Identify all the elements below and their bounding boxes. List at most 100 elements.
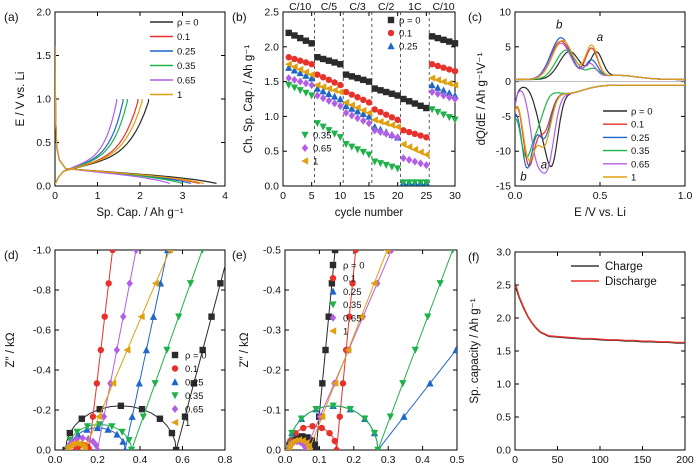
- legend-label: 0.25: [399, 42, 418, 53]
- data-point: [318, 424, 325, 432]
- y-tick-label: 0.5: [264, 146, 279, 158]
- x-tick-label: 5: [309, 190, 315, 202]
- data-point: [319, 74, 327, 81]
- y-tick-label: -0.5: [263, 245, 281, 257]
- data-point: [434, 89, 441, 98]
- data-point: [426, 379, 434, 387]
- data-point: [354, 94, 361, 101]
- data-point: [411, 100, 419, 107]
- legend-marker: [387, 16, 395, 24]
- x-tick-label: 3: [180, 190, 186, 202]
- data-point: [377, 87, 384, 94]
- panel-label: (c): [468, 10, 482, 24]
- legend-label: Discharge: [605, 276, 657, 288]
- data-point: [353, 146, 362, 154]
- legend-label: 1: [313, 157, 318, 168]
- data-point: [359, 109, 367, 117]
- legend-label: 0.35: [177, 61, 196, 72]
- data-point: [382, 161, 390, 169]
- data-point: [445, 89, 453, 97]
- data-point: [290, 66, 299, 74]
- x-tick-label: 0.5: [593, 190, 608, 202]
- y-tick-label: 0.0: [264, 181, 279, 193]
- legend-label: 0.25: [343, 287, 362, 298]
- y-tick-label: -0.4: [33, 365, 51, 377]
- series-1: [284, 60, 459, 159]
- data-point: [307, 71, 315, 79]
- y-axis-label: Sp. capacity / Ah g⁻¹: [469, 298, 481, 403]
- legend-label: ρ = 0: [399, 16, 421, 27]
- anodic-curve: [515, 39, 685, 81]
- x-tick-label: 15: [363, 190, 375, 202]
- y-tick-label: -1.0: [33, 245, 51, 257]
- data-point: [411, 145, 419, 154]
- data-point: [325, 313, 332, 320]
- legend-marker: [387, 29, 395, 37]
- data-point: [109, 379, 117, 387]
- data-point: [417, 132, 424, 139]
- data-point: [312, 405, 320, 413]
- rate-label: C/10: [289, 1, 311, 13]
- data-point: [142, 346, 150, 354]
- data-point: [285, 54, 292, 61]
- legend-label: 1: [177, 90, 182, 101]
- charge-curve: [55, 99, 143, 185]
- x-tick-label: 2: [137, 190, 143, 202]
- panel-label: (f): [468, 250, 479, 264]
- data-point: [93, 380, 101, 387]
- data-point: [100, 412, 108, 421]
- legend-label: 1: [343, 327, 348, 338]
- data-point: [325, 57, 333, 64]
- data-point: [342, 98, 350, 107]
- y-axis-label: dQ/dE / Ah g⁻¹V⁻¹: [476, 52, 488, 145]
- data-point: [113, 430, 121, 438]
- data-point: [371, 158, 379, 166]
- data-point: [108, 423, 116, 431]
- data-point: [400, 412, 408, 420]
- data-point: [85, 435, 92, 444]
- data-point: [322, 346, 329, 354]
- data-point: [311, 441, 319, 448]
- data-point: [452, 346, 457, 354]
- data-point: [325, 96, 333, 105]
- y-tick-label: -0.8: [33, 285, 51, 297]
- data-point: [422, 151, 430, 159]
- data-point: [294, 436, 302, 444]
- data-point: [331, 250, 339, 254]
- data-point: [331, 379, 339, 387]
- panel-e: 0.0 0.1 0.2 0.3 0.4 0.5 0.0 -0.1 -0.2 -0.3 -0.4 -0.…: [232, 245, 464, 467]
- data-point: [336, 88, 344, 96]
- data-point: [383, 88, 390, 96]
- data-point: [127, 446, 136, 450]
- legend-label: 0.1: [185, 364, 198, 375]
- data-point: [336, 95, 344, 103]
- data-point: [314, 54, 321, 61]
- x-tick-label: 0.3: [381, 454, 396, 466]
- data-point: [89, 413, 97, 420]
- fit-line: [287, 250, 454, 450]
- data-point: [342, 108, 350, 117]
- data-point: [451, 81, 459, 89]
- fit-line: [287, 250, 336, 450]
- data-point: [331, 59, 338, 66]
- data-point: [93, 424, 102, 432]
- data-point: [388, 114, 396, 121]
- legend-label: 0.1: [631, 120, 644, 131]
- data-point: [365, 99, 373, 106]
- legend-label: 0.35: [343, 300, 362, 311]
- data-point: [388, 121, 396, 129]
- plot-frame: [284, 249, 458, 451]
- peak-annotation: b: [520, 171, 527, 183]
- y-tick-label: 1.5: [496, 346, 511, 358]
- legend-marker: [329, 327, 337, 335]
- data-point: [451, 67, 459, 75]
- data-point: [119, 437, 127, 445]
- data-point: [371, 85, 378, 92]
- data-point: [285, 74, 292, 83]
- data-point: [411, 157, 419, 166]
- x-tick-label: 0.0: [48, 454, 63, 466]
- data-point: [217, 280, 224, 287]
- y-tick-label: 1.5: [264, 76, 279, 88]
- data-point: [190, 380, 198, 387]
